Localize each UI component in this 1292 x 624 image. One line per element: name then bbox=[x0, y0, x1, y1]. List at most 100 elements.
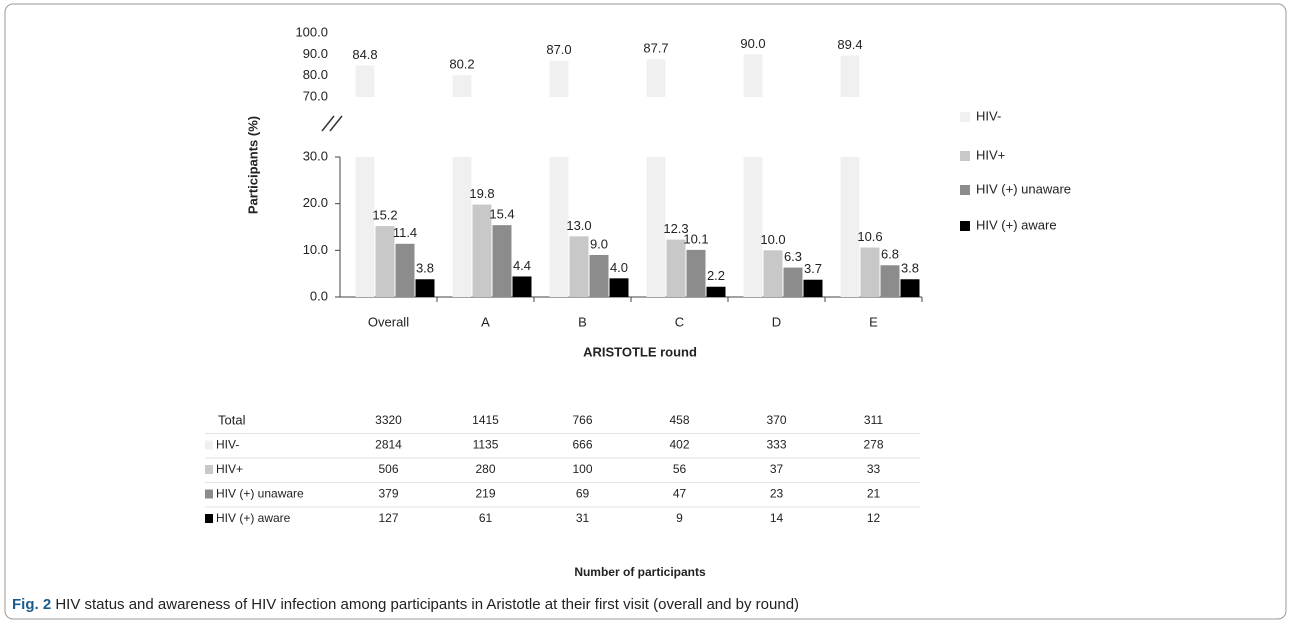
legend-swatch bbox=[960, 185, 970, 195]
value-label: 6.3 bbox=[784, 249, 802, 264]
caption-label: Fig. 2 bbox=[12, 596, 51, 613]
value-label: 84.8 bbox=[352, 47, 377, 62]
table-cell: 370 bbox=[766, 413, 786, 427]
value-label: 6.8 bbox=[881, 247, 899, 262]
table-cell: 766 bbox=[572, 413, 592, 427]
bar bbox=[512, 276, 532, 297]
table-cell: 379 bbox=[378, 487, 398, 501]
frame bbox=[4, 3, 1287, 620]
value-label: 12.3 bbox=[663, 221, 688, 236]
table-row-label: HIV (+) unaware bbox=[216, 487, 304, 501]
value-label: 4.4 bbox=[513, 258, 531, 273]
bar bbox=[395, 243, 415, 297]
legend-label: HIV- bbox=[976, 108, 1001, 123]
bar bbox=[472, 204, 492, 297]
value-label: 87.7 bbox=[643, 41, 668, 56]
bar bbox=[549, 60, 569, 97]
table-cell: 219 bbox=[475, 487, 495, 501]
y-axis-title: Participants (%) bbox=[245, 116, 260, 214]
table-cell: 14 bbox=[770, 511, 784, 525]
table-cell: 458 bbox=[669, 413, 689, 427]
table-cell: 56 bbox=[673, 462, 687, 476]
table-row-label: HIV+ bbox=[216, 462, 243, 476]
bar bbox=[900, 279, 920, 297]
value-label: 10.1 bbox=[683, 231, 708, 246]
bar bbox=[646, 157, 666, 297]
table-cell: 1135 bbox=[473, 438, 499, 452]
bar bbox=[666, 239, 686, 297]
bar bbox=[589, 255, 609, 297]
table-title: Number of participants bbox=[574, 565, 706, 579]
value-label: 4.0 bbox=[610, 260, 628, 275]
bar bbox=[375, 226, 395, 297]
table-cell: 1415 bbox=[472, 413, 499, 427]
caption: Fig. 2 HIV status and awareness of HIV i… bbox=[12, 596, 799, 613]
bar bbox=[452, 75, 472, 97]
bar bbox=[880, 265, 900, 297]
bar bbox=[860, 247, 880, 297]
y-tick-label: 100.0 bbox=[295, 24, 328, 39]
bar bbox=[355, 65, 375, 97]
y-tick-label: 20.0 bbox=[303, 195, 328, 210]
value-label: 3.8 bbox=[901, 261, 919, 276]
table-cell: 127 bbox=[378, 511, 398, 525]
value-label: 13.0 bbox=[566, 218, 591, 233]
bar bbox=[803, 279, 823, 297]
value-label: 10.6 bbox=[857, 229, 882, 244]
table-cell: 12 bbox=[867, 511, 881, 525]
legend-swatch bbox=[960, 221, 970, 231]
table-cell: 280 bbox=[475, 462, 495, 476]
table-cell: 23 bbox=[770, 487, 784, 501]
x-tick-label: Overall bbox=[368, 314, 409, 329]
bar bbox=[569, 236, 589, 297]
table-cell: 47 bbox=[673, 487, 687, 501]
table-cell: 61 bbox=[479, 511, 493, 525]
y-tick-label: 10.0 bbox=[303, 242, 328, 257]
value-label: 10.0 bbox=[760, 232, 785, 247]
value-label: 3.7 bbox=[804, 261, 822, 276]
bar bbox=[763, 250, 783, 297]
value-label: 15.4 bbox=[489, 207, 514, 222]
legend-swatch bbox=[960, 151, 970, 161]
x-tick-label: C bbox=[675, 314, 684, 329]
table-swatch bbox=[205, 489, 213, 499]
table-cell: 666 bbox=[572, 438, 592, 452]
table-swatch bbox=[205, 465, 213, 474]
value-label: 3.8 bbox=[416, 261, 434, 276]
axis-break bbox=[321, 115, 343, 132]
bar bbox=[355, 157, 375, 297]
bar bbox=[452, 157, 472, 297]
value-label: 2.2 bbox=[707, 268, 725, 283]
table-cell: 2814 bbox=[375, 438, 402, 452]
table-swatch bbox=[205, 440, 213, 450]
y-tick-label: 90.0 bbox=[303, 46, 328, 61]
bar bbox=[743, 54, 763, 97]
table-cell: 21 bbox=[867, 487, 881, 501]
y-tick-label: 0.0 bbox=[310, 288, 328, 303]
table-cell: 37 bbox=[770, 462, 784, 476]
value-label: 87.0 bbox=[546, 42, 571, 57]
value-label: 19.8 bbox=[469, 186, 494, 201]
bar bbox=[609, 278, 629, 297]
x-tick-label: D bbox=[772, 314, 781, 329]
table-cell: 311 bbox=[864, 413, 883, 427]
bar bbox=[783, 267, 803, 297]
legend-label: HIV (+) unaware bbox=[976, 181, 1071, 196]
table-cell: 33 bbox=[867, 462, 881, 476]
bar bbox=[646, 59, 666, 97]
legend-label: HIV+ bbox=[976, 147, 1005, 162]
y-tick-label: 70.0 bbox=[303, 88, 328, 103]
table-cell: 69 bbox=[576, 487, 590, 501]
legend-label: HIV (+) aware bbox=[976, 217, 1057, 232]
table-row-label: Total bbox=[218, 412, 246, 427]
value-label: 89.4 bbox=[837, 37, 862, 52]
table-cell: 402 bbox=[669, 438, 689, 452]
value-label: 15.2 bbox=[372, 208, 397, 223]
table-cell: 3320 bbox=[375, 413, 402, 427]
table-cell: 31 bbox=[576, 511, 590, 525]
bar bbox=[415, 279, 435, 297]
x-axis-title: ARISTOTLE round bbox=[583, 344, 697, 359]
table-cell: 333 bbox=[766, 438, 786, 452]
x-tick-label: A bbox=[481, 314, 490, 329]
